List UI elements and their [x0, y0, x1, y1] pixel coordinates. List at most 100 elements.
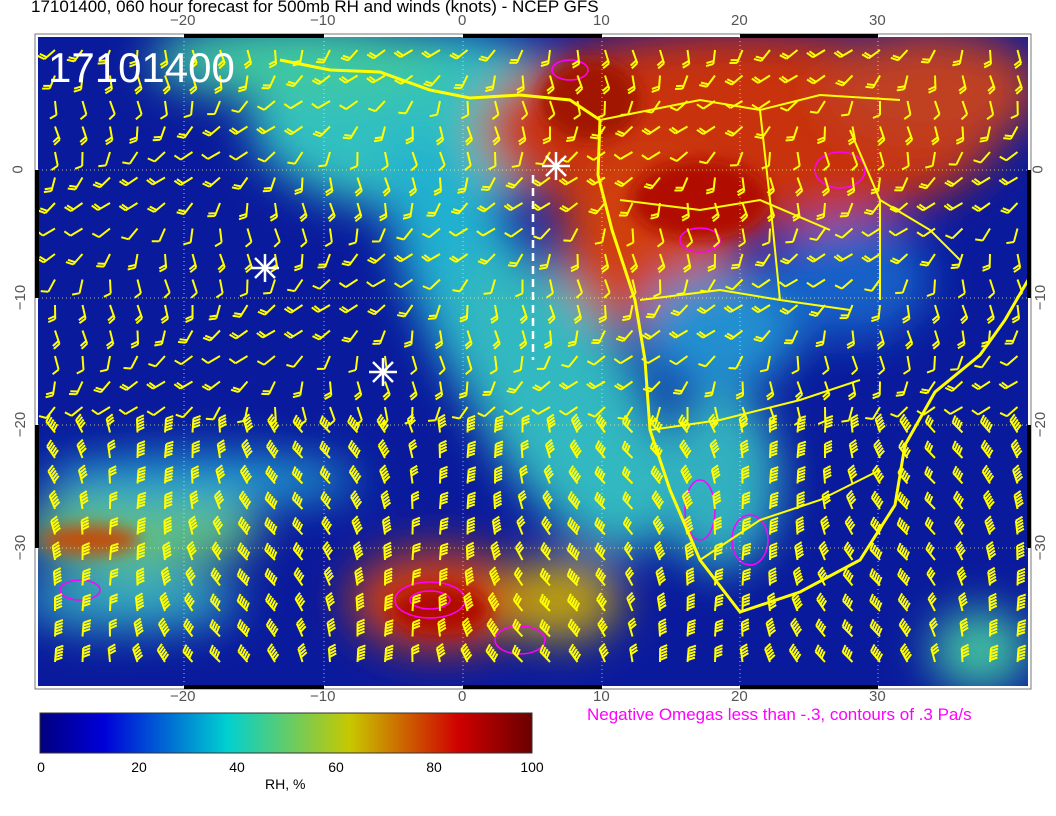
wind-barb [931, 330, 941, 350]
star-marker [542, 152, 570, 180]
wind-barb [516, 515, 526, 535]
wind-barb [896, 517, 910, 536]
omega-legend: Negative Omegas less than -.3, contours … [587, 705, 972, 724]
wind-barb [796, 415, 807, 433]
wind-barb [656, 592, 667, 612]
wind-barb [960, 304, 969, 325]
wind-barb [64, 202, 84, 212]
wind-barb [256, 329, 276, 339]
wind-barb [566, 568, 580, 587]
wind-barb [953, 490, 965, 510]
wind-barb [651, 490, 664, 510]
wind-barb [817, 566, 829, 586]
wind-barb [207, 202, 221, 218]
lon-tick-bottom: −20 [170, 688, 196, 705]
wind-barb [518, 330, 528, 350]
wind-barb [109, 568, 119, 586]
wind-barb [769, 440, 779, 459]
wind-barb [888, 227, 909, 237]
wind-barb [478, 49, 496, 62]
wind-barb [869, 593, 883, 612]
wind-barb [753, 329, 771, 343]
wind-barb [214, 75, 223, 95]
wind-barb [741, 517, 752, 535]
wind-barb [764, 642, 776, 663]
wind-barb [176, 202, 194, 216]
wind-barb [319, 465, 331, 485]
wind-barb [238, 202, 249, 221]
wind-barb [427, 406, 441, 422]
wind-barb [411, 542, 421, 561]
wind-barb [600, 253, 610, 273]
wind-barb [228, 355, 249, 365]
wind-barb [588, 202, 606, 215]
wind-barb [79, 490, 89, 510]
wind-barb [201, 355, 221, 364]
wind-barb [292, 49, 304, 67]
wind-barb [453, 75, 469, 90]
wind-barb [926, 566, 936, 587]
wind-barb [118, 406, 139, 415]
wind-barb [148, 355, 166, 368]
wind-barb [66, 49, 84, 63]
wind-barb [189, 49, 198, 70]
wind-barb [209, 644, 221, 663]
wind-barb [411, 643, 420, 663]
wind-barb [950, 355, 964, 371]
wind-barb [818, 540, 830, 561]
wind-barb [356, 618, 365, 637]
wind-barb [984, 515, 996, 535]
wind-barb [372, 330, 386, 345]
wind-barb [724, 329, 744, 340]
wind-barb [52, 330, 61, 350]
wind-barb [262, 177, 276, 193]
wind-barb [1014, 75, 1023, 95]
wind-barb [213, 489, 225, 510]
wind-barb [317, 253, 331, 269]
wind-barb [567, 516, 581, 536]
wind-barb [108, 465, 117, 484]
wind-barb [464, 151, 472, 171]
wind-barb [563, 228, 579, 242]
wind-barb [465, 541, 475, 561]
lat-tick-right: −30 [1032, 534, 1050, 561]
wind-barb [686, 644, 697, 663]
wind-barb [76, 438, 87, 459]
wind-barb [817, 126, 826, 145]
wind-barb [78, 304, 87, 324]
wind-barb [159, 49, 169, 69]
wind-barb [448, 227, 469, 237]
wind-barb [586, 380, 606, 390]
wind-barb [175, 406, 194, 419]
wind-barb [190, 279, 198, 299]
wind-barb [779, 100, 799, 112]
wind-barb [982, 253, 991, 272]
wind-barb [38, 227, 56, 237]
wind-barb [711, 202, 720, 223]
wind-barb [75, 413, 86, 433]
wind-barb [485, 643, 499, 663]
wind-barb [54, 618, 64, 637]
wind-barb [464, 330, 473, 350]
wind-barb [847, 464, 858, 484]
wind-barb [685, 567, 695, 586]
wind-barb [567, 618, 581, 638]
wind-barb [118, 176, 139, 187]
wind-barb [381, 515, 392, 535]
wind-barb [92, 176, 111, 189]
wind-barb [738, 228, 746, 248]
wind-barb [725, 278, 744, 291]
wind-barb [598, 304, 607, 324]
wind-barb [548, 100, 556, 121]
wind-barb [904, 126, 914, 146]
wind-barb [466, 466, 477, 484]
wind-barb [465, 355, 473, 376]
wind-barb [645, 304, 661, 319]
wind-barb [215, 279, 224, 299]
wind-barb [769, 517, 779, 535]
wind-barb [986, 304, 995, 325]
wind-barb [188, 515, 198, 535]
wind-barb [292, 542, 304, 561]
wind-barb [558, 176, 579, 186]
wind-barb [874, 413, 886, 433]
